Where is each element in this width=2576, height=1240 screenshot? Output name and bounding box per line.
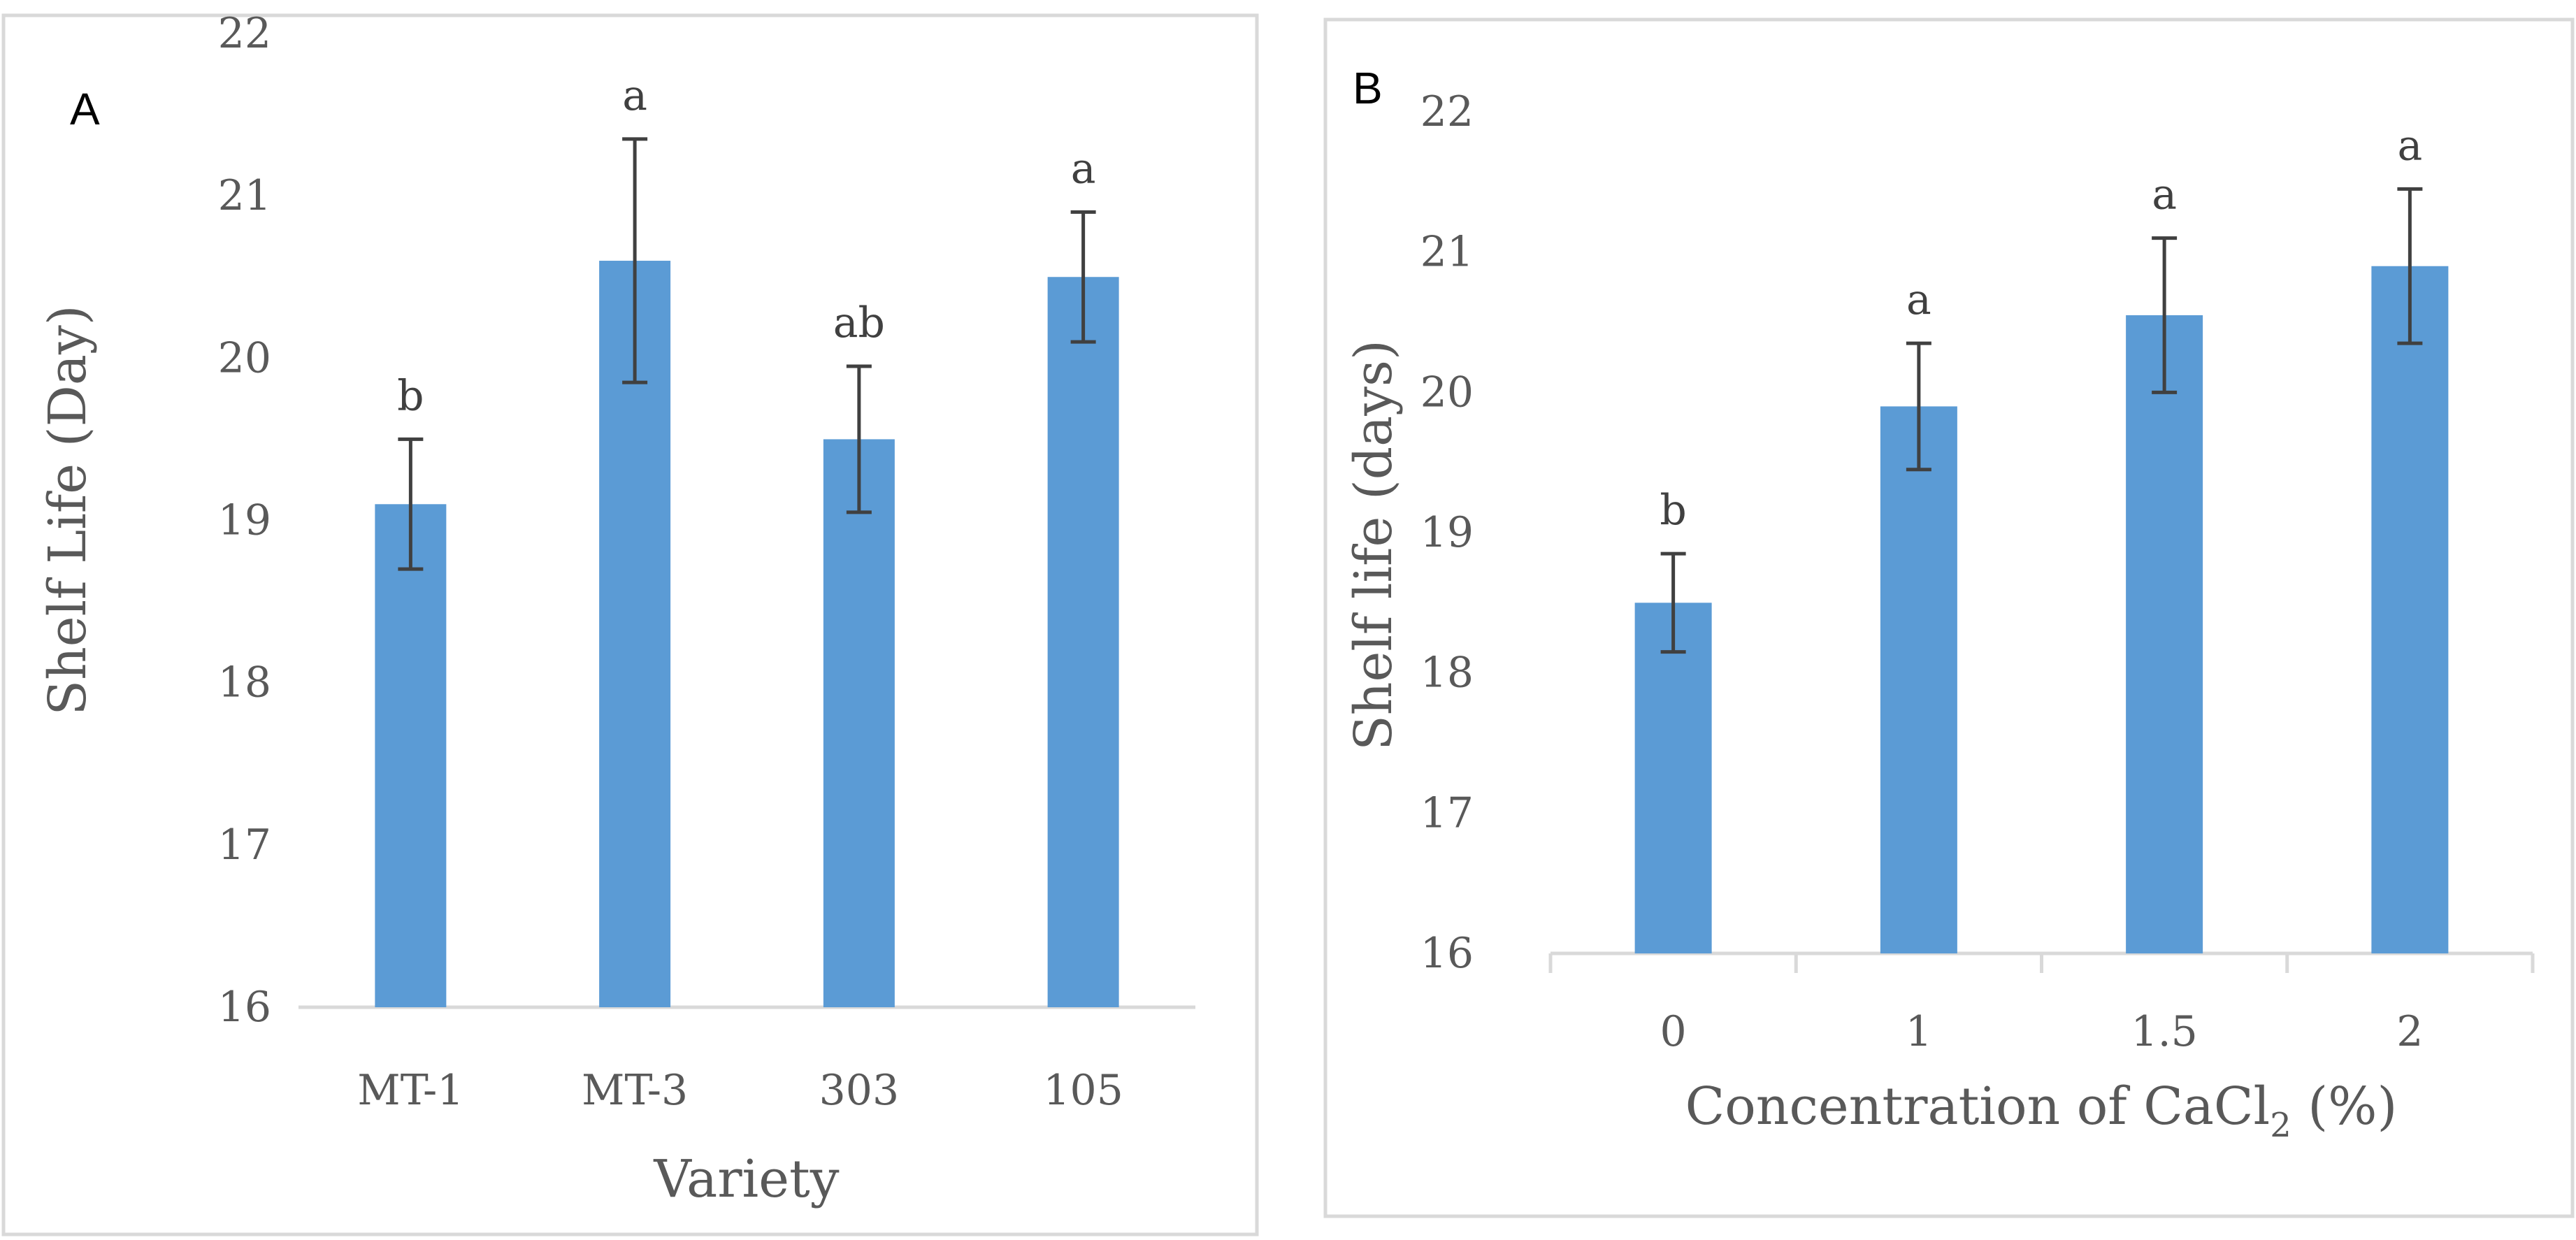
panel-b-x-axis-title-main: Concentration of CaCl	[1685, 1076, 2271, 1137]
y-tick-label: 20	[218, 333, 271, 382]
significance-letter-2: a	[2397, 121, 2422, 170]
x-category-label: 303	[819, 1066, 900, 1115]
panel-a: A 16 17 18 19 20 21 22 b a ab a MT-1 MT-3 303 105 Va…	[1, 9, 1259, 1237]
bar-1.5	[2126, 315, 2203, 953]
x-category-label: 105	[1043, 1066, 1123, 1115]
x-category-label: 1	[1906, 1007, 1932, 1056]
panel-b-x-axis-title: Concentration of CaCl2 (%)	[1685, 1076, 2398, 1145]
y-tick-label: 21	[1420, 228, 1474, 277]
y-tick-label: 21	[218, 171, 271, 220]
significance-letter-105: a	[1071, 144, 1096, 193]
panel-a-label: A	[70, 84, 100, 134]
panel-a-x-axis-title: Variety	[653, 1149, 839, 1209]
significance-letter-303: ab	[833, 298, 885, 347]
x-category-label: 2	[2396, 1007, 2423, 1056]
x-category-label: MT-3	[582, 1066, 688, 1115]
panel-b-x-categories: 0 1 1.5 2	[1660, 1007, 2424, 1056]
y-tick-label: 18	[1420, 649, 1474, 698]
y-tick-label: 22	[1420, 87, 1474, 136]
y-tick-label: 16	[1420, 929, 1474, 978]
panel-a-y-axis-title: Shelf Life (Day)	[38, 305, 98, 715]
y-tick-label: 19	[1420, 508, 1474, 557]
panel-b-x-tick-marks	[1548, 953, 2535, 973]
panel-a-y-ticks: 16 17 18 19 20 21 22	[218, 9, 271, 1032]
panel-a-x-categories: MT-1 MT-3 303 105	[357, 1066, 1123, 1115]
y-tick-label: 16	[218, 983, 271, 1032]
y-tick-label: 19	[218, 496, 271, 545]
x-category-label: 1.5	[2131, 1007, 2197, 1056]
panel-b-label: B	[1353, 63, 1383, 113]
x-category-label: MT-1	[357, 1066, 463, 1115]
bar-MT-3	[599, 261, 671, 1007]
significance-letter-MT-3: a	[622, 71, 647, 120]
panel-b-y-axis-title: Shelf life (days)	[1344, 340, 1404, 751]
panel-b-x-axis-title-suffix: (%)	[2291, 1076, 2398, 1137]
y-tick-label: 20	[1420, 368, 1474, 417]
y-tick-label: 18	[218, 658, 271, 707]
panel-b-bars: b a a a	[1634, 121, 2449, 953]
y-tick-label: 17	[218, 821, 271, 870]
bar-1	[1880, 406, 1957, 953]
significance-letter-MT-1: b	[397, 371, 424, 420]
significance-letter-1.5: a	[2152, 171, 2177, 219]
bar-0	[1634, 603, 1712, 953]
bar-105	[1047, 277, 1119, 1007]
bar-2	[2371, 266, 2449, 953]
y-tick-label: 17	[1420, 788, 1474, 837]
significance-letter-0: b	[1660, 486, 1686, 535]
panel-b-y-ticks: 16 17 18 19 20 21 22	[1420, 87, 1474, 978]
x-category-label: 0	[1660, 1007, 1687, 1056]
panel-a-bars: b a ab a	[375, 71, 1119, 1007]
y-tick-label: 22	[218, 9, 271, 58]
bar-303	[823, 439, 895, 1007]
bar-MT-1	[375, 504, 447, 1007]
panel-b-x-axis-title-subscript: 2	[2270, 1106, 2291, 1145]
significance-letter-1: a	[1906, 275, 1931, 324]
